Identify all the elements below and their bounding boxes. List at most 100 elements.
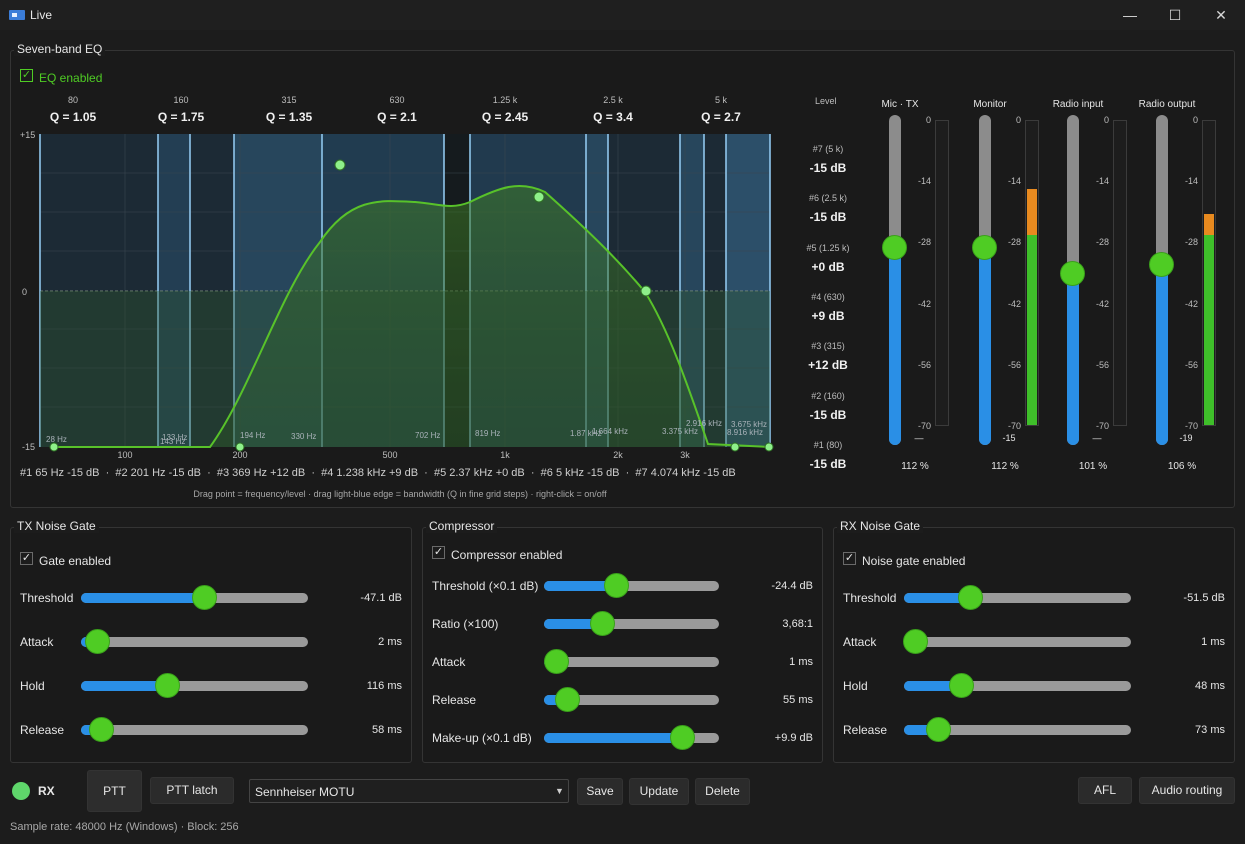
param-label: Release [432,693,477,707]
band-freq-label: 2.5 k [603,95,623,105]
param-slider[interactable] [544,733,719,743]
slider-knob[interactable] [155,673,181,698]
band-edge-label: 3.675 kHz [731,420,768,429]
close-button[interactable]: ✕ [1215,7,1227,23]
band-q-label[interactable]: Q = 1.05 [49,110,97,124]
level-band-name: #6 (2.5 k) [808,193,848,204]
param-label: Threshold (×0.1 dB) [432,579,539,593]
level-band-name: #7 (5 k) [812,144,844,154]
band-edge-label: 1.87 kHz [570,429,602,438]
rx-gate-checkbox[interactable]: ✓ [843,552,856,565]
maximize-button[interactable]: ☐ [1168,7,1182,23]
level-band-name: #1 (80) [813,439,843,450]
compressor-checkbox[interactable]: ✓ [432,546,445,559]
eq-enabled-label: EQ enabled [39,71,103,85]
tx-gate-checkbox[interactable]: ✓ [20,552,33,565]
slider-knob[interactable] [948,673,974,698]
param-slider[interactable] [544,619,719,629]
band-q-label[interactable]: Q = 3.4 [593,110,633,124]
param-slider[interactable] [81,681,308,691]
level-band-name: #5 (1.25 k) [806,242,850,253]
response-fill [54,185,770,447]
slider-knob[interactable] [84,629,110,654]
slider-knob[interactable] [670,725,696,750]
band-freq-label: 630 [389,95,405,105]
level-header: Level [815,96,837,106]
param-slider[interactable] [81,725,308,735]
band-edge-label: 194 Hz [240,431,266,440]
eq-group-title: Seven-band EQ [14,42,106,56]
band-edge-label: 819 Hz [475,429,501,438]
slider-knob[interactable] [544,649,570,674]
slider-knob[interactable] [903,629,929,654]
param-slider[interactable] [81,637,308,647]
band-q-label[interactable]: Q = 2.7 [701,110,741,124]
slider-knob[interactable] [554,687,580,712]
meter-peak-value: -19 [1179,433,1193,443]
title-bar [0,0,1245,30]
slider-fill [81,593,204,603]
slider-fill [544,581,616,591]
fader-knob[interactable] [1149,251,1174,277]
x-axis-label: 100 [117,450,133,460]
param-slider[interactable] [904,637,1131,647]
param-slider[interactable] [904,725,1131,735]
minimize-button[interactable]: — [1123,7,1137,23]
fader-knob[interactable] [972,235,997,260]
band-edge-label: 2.916 kHz [686,419,723,428]
band-point-2 [235,442,245,452]
param-value: 55 ms [783,694,813,706]
slider-knob[interactable] [589,611,615,636]
eq-summary: #1 65 Hz -15 dB · #2 201 Hz -15 dB · #3 … [20,467,736,479]
param-slider[interactable] [544,657,719,667]
compressor-enabled-label: Compressor enabled [451,548,563,562]
meter-scale-label: -56 [1095,359,1109,370]
vu-orange-segment [1204,213,1214,236]
band-q-label[interactable]: Q = 1.75 [157,110,205,124]
param-value: 2 ms [378,636,402,648]
band-region-7 [726,134,770,447]
meter-scale-label: -14 [917,176,931,187]
slider-knob[interactable] [926,717,952,742]
band-point-1 [49,442,59,452]
eq-plot[interactable] [20,92,780,504]
slider-fill [544,619,602,629]
ptt-button[interactable]: PTT [87,770,142,812]
y-label-mid: 0 [22,287,28,297]
slider-fill [81,681,168,691]
param-slider[interactable] [544,581,719,591]
meter-fader[interactable] [979,115,991,445]
band-q-label[interactable]: Q = 2.1 [377,110,417,124]
compressor-title: Compressor [426,519,498,533]
ptt-latch-button[interactable]: PTT latch [150,777,234,804]
eq-enabled-checkbox[interactable]: ✓ [20,69,33,82]
param-label: Hold [20,679,45,693]
meter-scale-label: -70 [1184,421,1198,431]
update-button[interactable]: Update [629,778,689,805]
meter-fader[interactable] [1156,115,1168,445]
tx-gate-title: TX Noise Gate [14,519,99,533]
param-slider[interactable] [904,681,1131,691]
afl-button[interactable]: AFL [1078,777,1132,804]
slider-knob[interactable] [191,585,217,610]
param-slider[interactable] [904,593,1131,603]
band-q-label[interactable]: Q = 2.45 [481,110,529,124]
save-button[interactable]: Save [577,778,623,805]
slider-knob[interactable] [603,573,629,598]
x-axis-label: 200 [232,450,248,460]
delete-button[interactable]: Delete [695,778,750,805]
audio-routing-button[interactable]: Audio routing [1139,777,1235,804]
band-q-label[interactable]: Q = 1.35 [265,110,313,124]
band-freq-label: 5 k [714,95,727,105]
band-edge-label: 3.375 kHz [662,427,699,436]
band-points[interactable] [49,159,774,452]
band-edge-label: 702 Hz [415,431,441,440]
preset-select[interactable]: Sennheiser MOTU ▼ [249,779,569,803]
response-curve [54,185,771,448]
slider-knob[interactable] [957,585,983,610]
slider-knob[interactable] [89,717,115,742]
fader-knob[interactable] [1060,261,1085,287]
meter-fader[interactable] [889,115,901,445]
fader-fill [889,247,901,445]
fader-knob[interactable] [882,235,907,260]
